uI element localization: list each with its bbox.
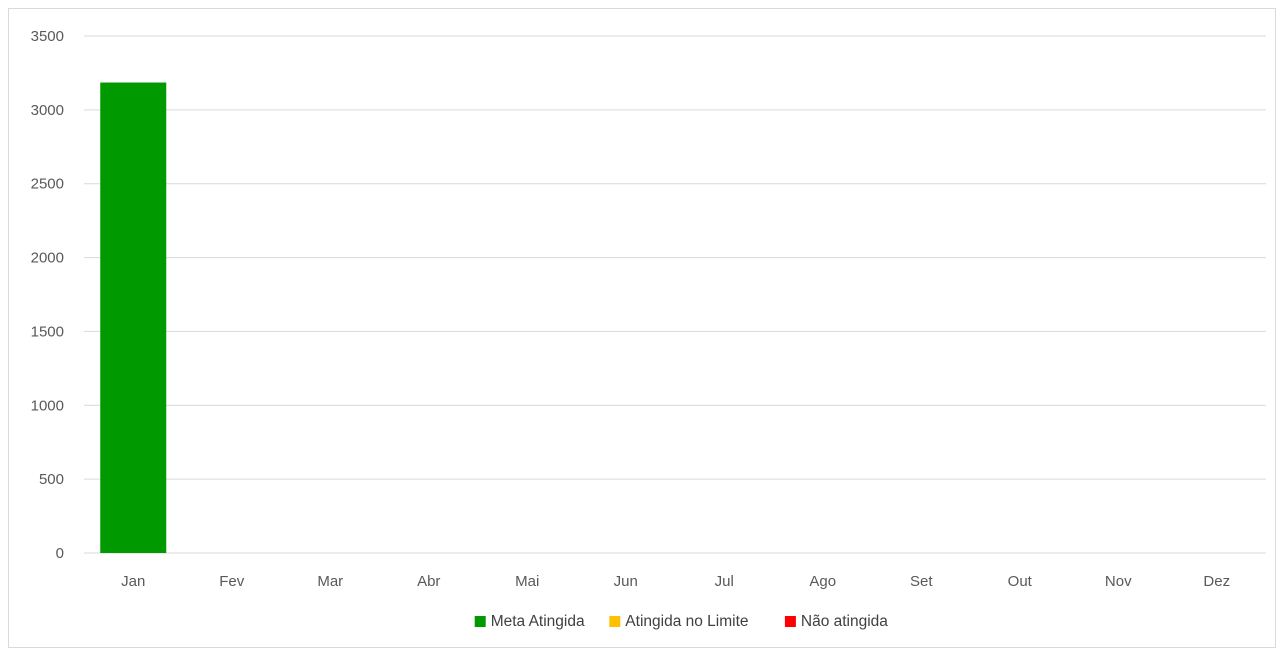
x-axis-ticks: Jan Fev Mar Abr Mai Jun Jul Ago Set Out Nov Dez — [121, 573, 1230, 590]
y-tick-label: 2000 — [31, 250, 64, 267]
x-tick-label: Jan — [121, 573, 145, 590]
y-tick-label: 0 — [56, 545, 64, 562]
y-tick-label: 3000 — [31, 102, 64, 119]
x-tick-label: Fev — [219, 573, 245, 590]
legend-swatch — [784, 616, 796, 627]
x-tick-label: Mar — [317, 573, 343, 590]
y-axis-ticks: 0 500 1000 1500 2000 2500 3000 3500 — [31, 28, 64, 562]
legend-label: Atingida no Limite — [625, 613, 748, 630]
chart-frame — [8, 8, 1276, 648]
y-tick-label: 3500 — [31, 28, 64, 45]
legend-swatch — [609, 616, 621, 627]
gridlines — [84, 35, 1266, 554]
x-tick-label: Jun — [614, 573, 638, 590]
legend-swatch — [474, 616, 486, 627]
bars — [100, 82, 167, 553]
y-tick-label: 1000 — [31, 397, 64, 414]
x-tick-label: Dez — [1203, 573, 1230, 590]
x-tick-label: Out — [1008, 573, 1033, 590]
legend-label: Não atingida — [801, 613, 888, 630]
legend-label: Meta Atingida — [491, 613, 585, 630]
bar — [100, 82, 167, 553]
legend: Meta Atingida Atingida no Limite Não ating… — [474, 613, 888, 630]
y-tick-label: 1500 — [31, 323, 64, 340]
x-tick-label: Mai — [515, 573, 539, 590]
x-tick-label: Nov — [1105, 573, 1132, 590]
x-tick-label: Set — [910, 573, 933, 590]
x-tick-label: Abr — [417, 573, 440, 590]
y-tick-label: 2500 — [31, 176, 64, 193]
y-tick-label: 500 — [39, 471, 64, 488]
x-tick-label: Jul — [715, 573, 734, 590]
x-tick-label: Ago — [809, 573, 836, 590]
